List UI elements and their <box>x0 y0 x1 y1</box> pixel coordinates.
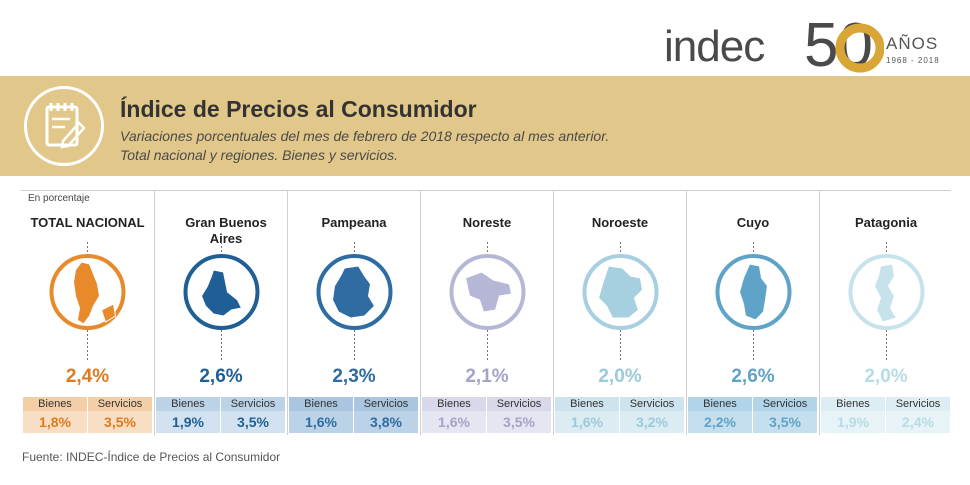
servicios-value: 3,8% <box>354 411 418 433</box>
servicios-value: 3,5% <box>487 411 551 433</box>
region-map-graphic <box>715 242 792 360</box>
region-name: Cuyo <box>736 215 770 230</box>
region-column: TOTAL NACIONAL 2,4% <box>21 190 154 435</box>
logo-brand: indec <box>664 22 765 71</box>
servicios-header: Servicios <box>487 397 551 411</box>
servicios-header: Servicios <box>88 397 152 411</box>
region-map-shape <box>873 263 898 323</box>
region-total-value: 2,1% <box>465 366 509 387</box>
logo-anios: AÑOS <box>886 34 939 53</box>
logo-years: 1968 - 2018 <box>886 56 940 65</box>
region-map-graphic <box>49 242 126 360</box>
servicios-value: 2,4% <box>886 411 950 433</box>
region-map-shape <box>72 261 117 325</box>
region-total-value: 2,6% <box>731 366 775 387</box>
region-circle <box>848 254 925 330</box>
page-title: Índice de Precios al Consumidor <box>120 96 477 122</box>
bienes-header: Bienes <box>23 397 87 411</box>
bienes-value: 1,9% <box>821 411 885 433</box>
region-map-graphic <box>848 242 925 360</box>
region-column: Cuyo 2,6% <box>686 190 819 435</box>
servicios-header: Servicios <box>620 397 684 411</box>
region-name: Noreste <box>462 215 512 230</box>
region-total-value: 2,0% <box>864 366 908 387</box>
region-total-value: 2,4% <box>65 366 110 387</box>
servicios-header: Servicios <box>753 397 817 411</box>
bienes-value: 1,9% <box>156 411 220 433</box>
region-map-shape <box>331 265 376 319</box>
region-total-value: 2,0% <box>598 366 642 387</box>
unit-label: En porcentaje <box>28 193 90 204</box>
region-circle <box>715 254 792 330</box>
bienes-value: 1,6% <box>289 411 353 433</box>
servicios-value: 3,2% <box>620 411 684 433</box>
bienes-value: 1,8% <box>23 411 87 433</box>
servicios-value: 3,5% <box>753 411 817 433</box>
servicios-header: Servicios <box>886 397 950 411</box>
region-map-graphic <box>582 242 659 360</box>
servicios-value: 3,5% <box>88 411 152 433</box>
subtitle-line-1: Variaciones porcentuales del mes de febr… <box>120 128 610 144</box>
region-name: Pampeana <box>321 215 387 230</box>
region-circle <box>582 254 659 330</box>
region-map-shape <box>200 269 243 317</box>
bienes-value: 1,6% <box>555 411 619 433</box>
region-map-shape <box>597 265 644 319</box>
region-circle <box>316 254 393 330</box>
region-map-graphic <box>183 242 260 360</box>
bienes-header: Bienes <box>289 397 353 411</box>
bienes-header: Bienes <box>555 397 619 411</box>
servicios-value: 3,5% <box>221 411 285 433</box>
servicios-header: Servicios <box>221 397 285 411</box>
notepad-pencil-icon <box>24 86 104 166</box>
servicios-header: Servicios <box>354 397 418 411</box>
region-circle <box>449 254 526 330</box>
source-note: Fuente: INDEC-Índice de Precios al Consu… <box>22 450 281 464</box>
region-column: Gran Buenos Aires 2,6% <box>154 190 287 435</box>
bienes-value: 1,6% <box>422 411 486 433</box>
region-column: Pampeana 2,3% <box>287 190 420 435</box>
region-name: TOTAL NACIONAL <box>30 215 145 230</box>
bienes-header: Bienes <box>821 397 885 411</box>
region-column: Patagonia 2,0% <box>819 190 952 435</box>
table-top-divider <box>21 190 951 191</box>
region-map-graphic <box>449 242 526 360</box>
indec-50-logo: indec 50 AÑOS 1968 - 2018 <box>664 14 954 74</box>
bienes-header: Bienes <box>688 397 752 411</box>
bienes-value: 2,2% <box>688 411 752 433</box>
subtitle-line-2: Total nacional y regiones. Bienes y serv… <box>120 147 399 163</box>
region-total-value: 2,6% <box>199 366 243 387</box>
region-total-value: 2,3% <box>332 366 376 387</box>
region-map-shape <box>464 271 513 313</box>
region-name: Noroeste <box>591 215 649 230</box>
bienes-header: Bienes <box>156 397 220 411</box>
region-circle <box>49 254 126 330</box>
bienes-header: Bienes <box>422 397 486 411</box>
page-subtitle: Variaciones porcentuales del mes de febr… <box>120 127 609 165</box>
region-name: Patagonia <box>854 215 918 230</box>
region-column: Noroeste 2,0% <box>553 190 686 435</box>
region-map-graphic <box>316 242 393 360</box>
region-column: Noreste 2,1% <box>420 190 553 435</box>
logo-50-mark: 50 <box>804 14 884 74</box>
region-circle <box>183 254 260 330</box>
region-map-shape <box>738 263 769 321</box>
region-name: Gran Buenos Aires <box>185 215 267 246</box>
title-band: Índice de Precios al Consumidor Variacio… <box>0 76 970 176</box>
